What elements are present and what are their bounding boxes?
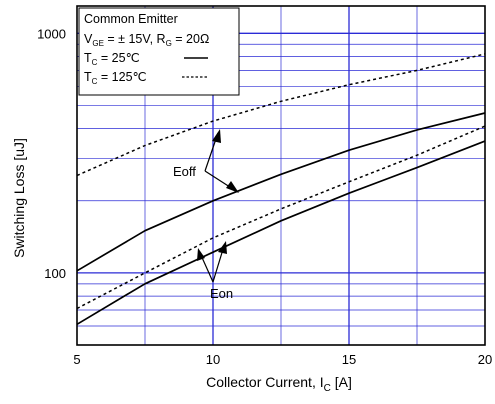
y-axis-title-text: Switching Loss [uJ]: [11, 138, 27, 258]
y-tick-label: 1000: [37, 26, 66, 41]
x-axis-title-main: Collector Current, I: [206, 374, 323, 390]
x-tick-label: 5: [73, 352, 80, 367]
series-line-eon-dashed: [76, 125, 486, 310]
eon-arrow-1-head: [197, 248, 205, 261]
x-tick-label: 15: [342, 352, 356, 367]
annotation-eoff: Eoff: [173, 129, 239, 193]
eoff-arrow-up-head: [212, 129, 221, 143]
legend-box: [78, 7, 240, 96]
eoff-label: Eoff: [173, 164, 196, 179]
legend: Common Emitter VGE = ± 15V, RG = 20Ω TC …: [78, 7, 240, 96]
eoff-arrow-right-head: [226, 181, 239, 193]
plot-frame: [76, 5, 486, 346]
series-line-eoff-solid: [76, 112, 486, 272]
eon-arrow-2-head: [218, 241, 227, 254]
series-line-eoff-dashed: [76, 53, 486, 177]
curves: [76, 53, 486, 326]
legend-line-tc-125: TC = 125℃: [84, 70, 147, 86]
eon-label: Eon: [210, 286, 233, 301]
tick-labels: 5 10 15 20 100 1000: [37, 26, 492, 367]
annotation-eon: Eon: [197, 241, 233, 301]
x-axis-title-tail: [A]: [331, 374, 352, 390]
x-axis-title: Collector Current, IC [A]: [206, 374, 352, 394]
legend-line-common-emitter: Common Emitter: [84, 12, 178, 26]
legend-line-vge-rg: VGE = ± 15V, RG = 20Ω: [84, 32, 209, 48]
y-tick-label: 100: [44, 266, 66, 281]
x-axis-title-sub: C: [324, 383, 331, 394]
series-line-eon-solid: [76, 140, 486, 326]
y-axis-title: Switching Loss [uJ]: [11, 138, 27, 258]
legend-line-tc-25: TC = 25℃: [84, 51, 140, 67]
x-tick-label: 20: [478, 352, 492, 367]
x-tick-label: 10: [206, 352, 220, 367]
